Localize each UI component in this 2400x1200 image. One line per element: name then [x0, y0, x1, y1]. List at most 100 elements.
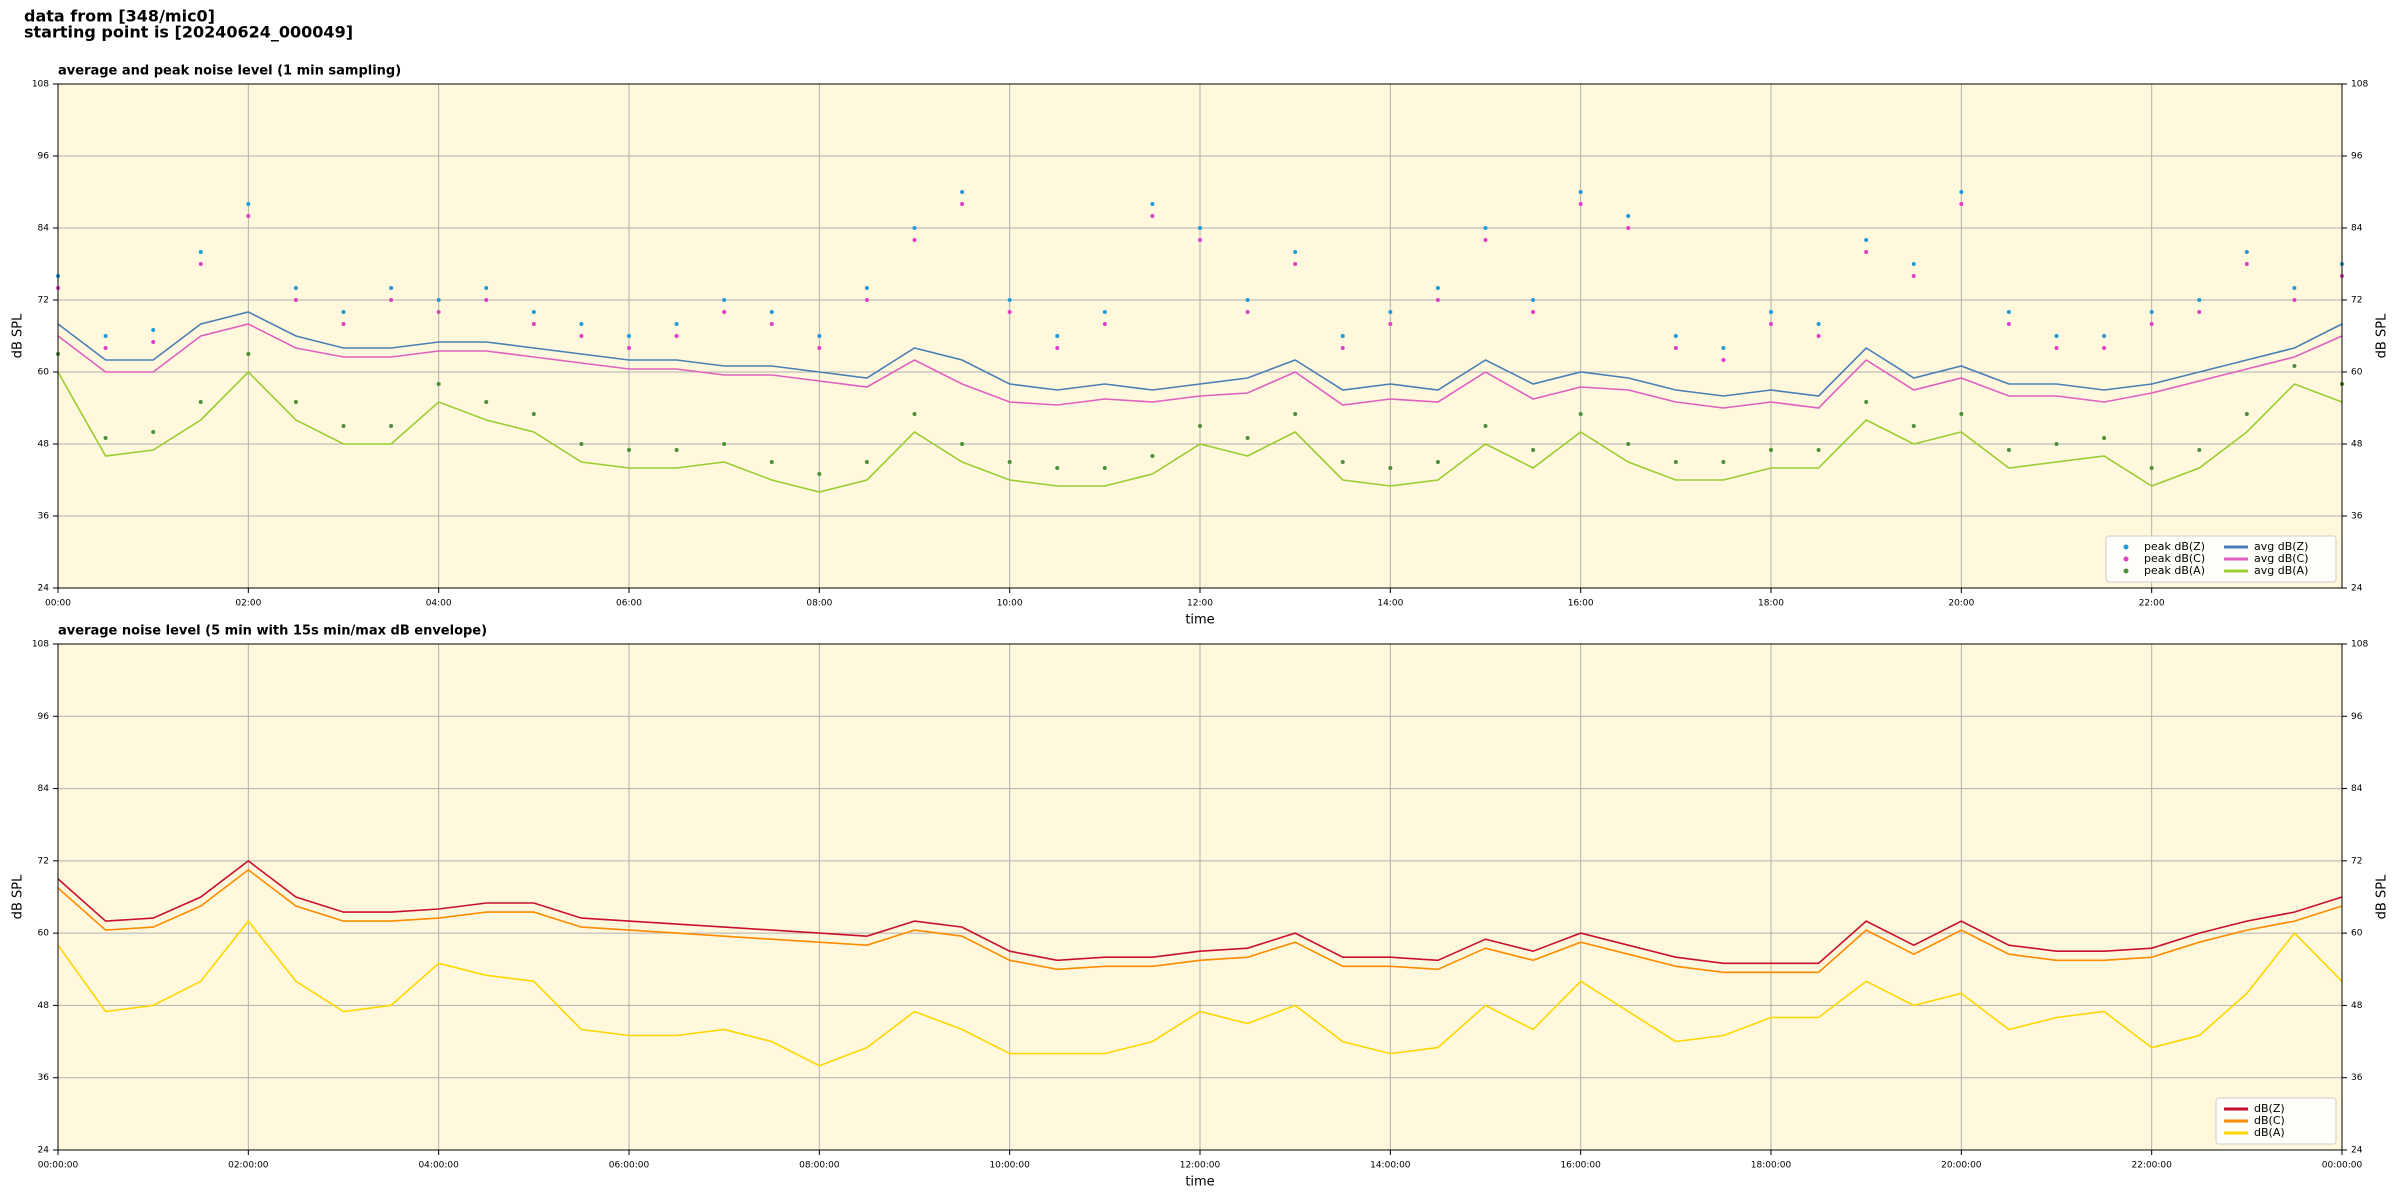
peak-dot [1721, 460, 1726, 464]
peak-dot [1769, 310, 1773, 314]
legend-label: avg dB(C) [2254, 552, 2309, 565]
peak-dot [2102, 436, 2107, 440]
peak-dot [1959, 190, 1964, 194]
y-tick-label: 36 [2351, 1073, 2363, 1083]
y-axis-label: dB SPL [2375, 874, 2390, 919]
peak-dot [1911, 274, 1916, 278]
x-tick-label: 14:00:00 [1370, 1161, 1411, 1171]
peak-dot [436, 310, 441, 314]
peak-dot [627, 334, 631, 338]
legend-label: avg dB(A) [2254, 564, 2308, 577]
peak-dot [1388, 322, 1393, 326]
peak-dot [674, 448, 679, 452]
y-tick-label: 24 [2351, 1146, 2363, 1156]
legend-marker [2123, 556, 2129, 562]
peak-dot [2197, 298, 2202, 302]
peak-dot [2054, 442, 2059, 446]
y-tick-label: 72 [2351, 296, 2362, 306]
x-tick-label: 04:00:00 [418, 1161, 459, 1171]
peak-dot [2197, 448, 2202, 452]
peak-dot [1769, 322, 1773, 326]
y-tick-label: 60 [38, 929, 50, 939]
peak-dot [2149, 466, 2154, 470]
peak-dot [1435, 286, 1440, 290]
y-axis-label: dB SPL [2375, 313, 2390, 358]
peak-dot [531, 322, 536, 326]
series-line [57, 311, 2343, 397]
peak-dot [1721, 358, 1726, 362]
peak-dot [1055, 346, 1060, 350]
y-tick-label: 48 [38, 440, 50, 450]
y-tick-label: 60 [2351, 929, 2363, 939]
y-tick-label: 84 [2351, 784, 2363, 794]
chart-title: average and peak noise level (1 min samp… [58, 64, 401, 79]
y-tick-label: 84 [38, 784, 50, 794]
peak-dot [817, 472, 822, 476]
peak-dot [2102, 346, 2107, 350]
y-tick-label: 36 [38, 1073, 50, 1083]
x-tick-label: 06:00:00 [609, 1161, 650, 1171]
peak-dot [722, 298, 727, 302]
plot-frame [57, 83, 2343, 589]
peak-dot [1340, 346, 1345, 350]
peak-dot [817, 334, 822, 338]
peak-dot [769, 460, 774, 464]
peak-dot [1864, 250, 1869, 254]
peak-dot [2006, 322, 2011, 326]
x-tick-label: 10:00:00 [989, 1161, 1030, 1171]
y-axis-label: dB SPL [11, 313, 26, 358]
peak-dot [246, 352, 251, 356]
peak-dot [293, 298, 298, 302]
y-tick-label: 108 [32, 640, 49, 650]
peak-dot [151, 340, 156, 344]
series-line [57, 323, 2343, 409]
peak-dot [484, 400, 489, 404]
x-axis-label: time [1185, 1175, 1214, 1190]
peak-dot [2197, 310, 2202, 314]
x-tick-label: 12:00:00 [1180, 1161, 1221, 1171]
y-tick-label: 48 [2351, 440, 2363, 450]
peak-dot [912, 238, 917, 242]
x-tick-label: 00:00 [45, 599, 71, 609]
peak-dot [674, 334, 679, 338]
peak-dot [1911, 262, 1916, 266]
peak-dot [1578, 190, 1583, 194]
peak-dot [246, 202, 251, 206]
peak-dot [1293, 412, 1298, 416]
x-axis-label: time [1185, 613, 1214, 628]
x-tick-label: 22:00:00 [2131, 1161, 2172, 1171]
peak-dot [1198, 238, 1202, 242]
x-tick-label: 02:00 [235, 599, 261, 609]
peak-dot [627, 346, 631, 350]
peak-dot [1578, 202, 1583, 206]
chart-title: average noise level (5 min with 15s min/… [58, 624, 487, 639]
peak-dot [1483, 226, 1488, 230]
peak-dot [2244, 262, 2249, 266]
peak-dot [1245, 298, 1250, 302]
peak-dot [579, 334, 584, 338]
peak-dot [960, 202, 965, 206]
peak-dot [341, 310, 346, 314]
y-tick-label: 96 [38, 152, 50, 162]
peak-dot [436, 298, 441, 302]
y-tick-label: 36 [38, 512, 50, 522]
peak-dot [151, 328, 156, 332]
peak-dot [198, 400, 203, 404]
peak-dot [2054, 346, 2059, 350]
peak-dot [531, 412, 536, 416]
x-tick-label: 20:00:00 [1941, 1161, 1982, 1171]
peak-dot [484, 286, 489, 290]
peak-dot [1911, 424, 1916, 428]
x-tick-label: 06:00 [616, 599, 642, 609]
peak-dot [1483, 424, 1488, 428]
legend-label: peak dB(Z) [2144, 540, 2205, 553]
x-tick-label: 16:00:00 [1560, 1161, 1601, 1171]
x-tick-label: 08:00 [806, 599, 832, 609]
peak-dot [1626, 226, 1631, 230]
peak-dot [436, 382, 441, 386]
legend-label: peak dB(C) [2144, 552, 2205, 565]
peak-dot [1102, 310, 1107, 314]
peak-dot [2244, 250, 2249, 254]
y-tick-label: 72 [2351, 856, 2362, 866]
peak-dot [674, 322, 679, 326]
